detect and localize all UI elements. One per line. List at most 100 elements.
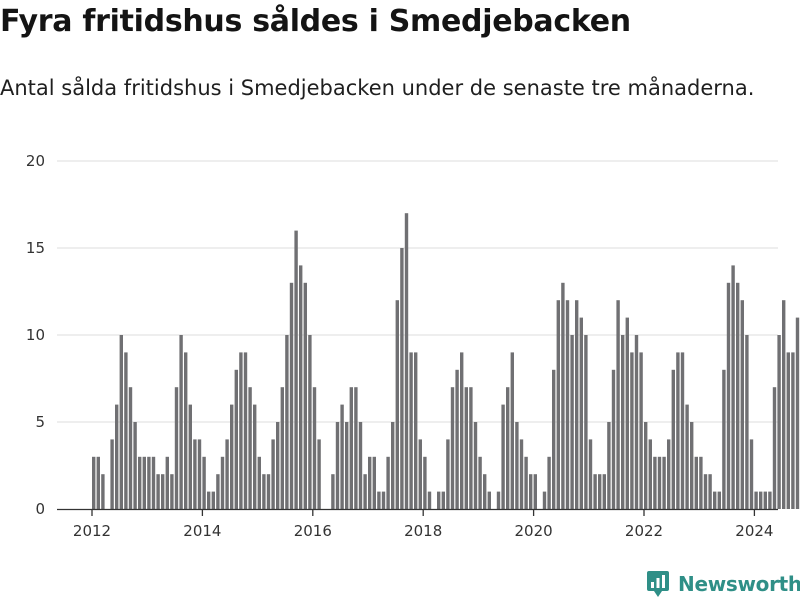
bar — [621, 335, 625, 509]
bar — [680, 352, 685, 509]
bar — [533, 474, 537, 509]
bar — [363, 474, 367, 509]
bar — [699, 456, 703, 509]
bar — [207, 491, 211, 509]
bar — [138, 456, 142, 509]
bar — [280, 387, 284, 509]
x-tick-label: 2016 — [294, 522, 332, 540]
bar — [593, 474, 597, 509]
bar — [124, 352, 128, 509]
bar — [450, 387, 455, 509]
newsworthy-logo: Newsworthy — [645, 568, 800, 600]
bar — [676, 352, 680, 509]
y-tick-label: 0 — [35, 500, 45, 518]
bar — [197, 439, 202, 509]
bar — [312, 387, 317, 509]
bar — [257, 456, 261, 509]
bar — [331, 474, 335, 509]
bar — [561, 282, 565, 509]
x-tick-label: 2020 — [515, 522, 553, 540]
bar — [234, 369, 238, 509]
bar — [506, 387, 510, 509]
bar — [510, 352, 514, 509]
bar — [404, 213, 409, 509]
bar — [768, 491, 772, 509]
chart-title: Fyra fritidshus såldes i Smedjebacken — [0, 4, 631, 39]
bar — [184, 352, 188, 509]
bar — [791, 352, 795, 509]
bar — [414, 352, 418, 509]
bar — [786, 352, 790, 509]
bar — [340, 404, 344, 509]
chart-subtitle: Antal sålda fritidshus i Smedjebacken un… — [0, 76, 755, 100]
bar — [648, 439, 652, 509]
bar — [395, 300, 399, 509]
bar — [317, 439, 321, 509]
bar — [487, 491, 491, 509]
bar — [740, 300, 744, 509]
x-tick-label: 2012 — [73, 522, 111, 540]
bar — [542, 491, 547, 509]
bar — [515, 422, 519, 509]
bar — [782, 300, 786, 509]
bar — [294, 230, 298, 509]
bar — [368, 456, 372, 509]
bar — [685, 404, 689, 509]
bar — [349, 387, 353, 509]
bar — [529, 474, 533, 509]
bar — [386, 456, 390, 509]
bar — [446, 439, 450, 509]
bar — [584, 335, 588, 509]
bar — [276, 422, 280, 509]
bar — [303, 282, 307, 509]
bar — [335, 422, 340, 509]
bar — [216, 474, 220, 509]
bar — [460, 352, 464, 509]
bar — [170, 474, 174, 509]
bar — [253, 404, 257, 509]
bar — [644, 422, 648, 509]
bar — [552, 369, 556, 509]
bar — [469, 387, 473, 509]
bar — [179, 335, 183, 509]
bar — [690, 422, 694, 509]
bar — [156, 474, 160, 509]
bar — [400, 248, 404, 509]
bar — [749, 439, 754, 509]
bar — [211, 491, 215, 509]
bar — [607, 422, 611, 509]
bar — [464, 387, 468, 509]
bar — [455, 369, 459, 509]
bar — [579, 317, 583, 509]
bar — [588, 439, 593, 509]
bar — [671, 369, 675, 509]
y-tick-label: 15 — [26, 239, 45, 257]
bar — [193, 439, 197, 509]
bar — [96, 456, 100, 509]
bar — [423, 456, 427, 509]
bar — [262, 474, 266, 509]
bar — [239, 352, 243, 509]
bar — [703, 474, 708, 509]
bar — [427, 491, 432, 509]
bar — [101, 474, 105, 509]
bar — [243, 352, 248, 509]
bar — [354, 387, 358, 509]
bar — [662, 456, 666, 509]
y-tick-label: 20 — [26, 152, 45, 170]
bar — [639, 352, 643, 509]
bar — [345, 422, 349, 509]
bar — [653, 456, 657, 509]
bars — [92, 213, 800, 509]
newsworthy-logo-icon — [647, 571, 669, 597]
bar — [266, 474, 271, 509]
bar — [602, 474, 606, 509]
x-tick-label: 2022 — [625, 522, 663, 540]
y-tick-label: 5 — [35, 413, 45, 431]
bar — [524, 456, 528, 509]
x-tick-label: 2024 — [735, 522, 773, 540]
bar — [372, 456, 376, 509]
bar — [128, 387, 133, 509]
bar — [202, 456, 206, 509]
bar — [731, 265, 735, 509]
